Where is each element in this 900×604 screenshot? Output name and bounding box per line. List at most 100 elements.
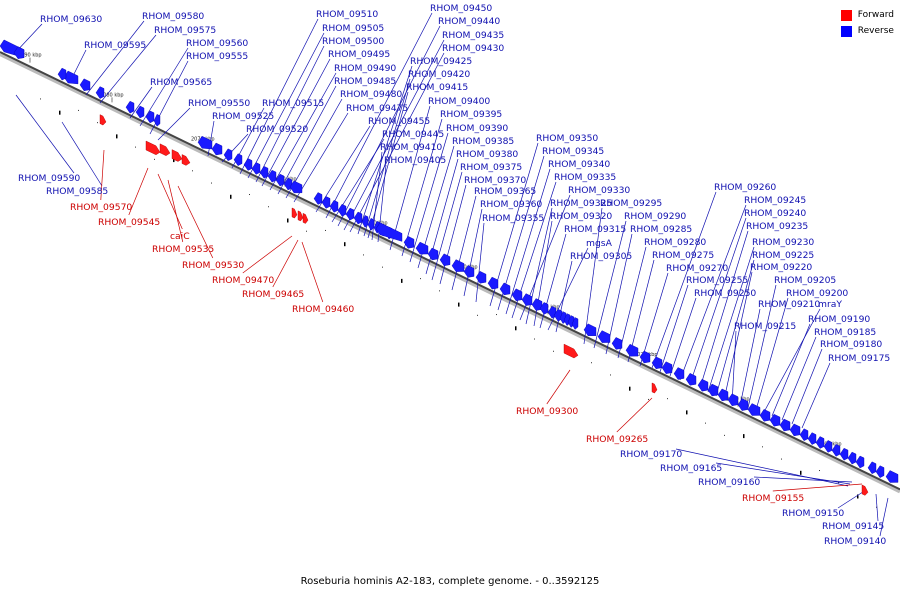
gene-label-rhom-09515: RHOM_09515 [262, 98, 324, 109]
leader-line [343, 39, 445, 231]
gene-arrow-rhom-09270 [651, 356, 663, 370]
feature-dash [629, 386, 631, 391]
gene-label-rhom-09505: RHOM_09505 [322, 23, 384, 34]
gene-label-rhom-09560: RHOM_09560 [186, 38, 248, 49]
leader-line [167, 179, 184, 243]
gene-arrow-rhom-09170 [839, 447, 849, 461]
leader-line [463, 208, 483, 297]
feature-dot [97, 122, 98, 124]
feature-dot [648, 398, 649, 400]
leader-line [293, 112, 349, 203]
feature-dot [40, 98, 41, 100]
gene-label-mgsa: mgsA [586, 238, 613, 249]
gene-label-rhom-09355: RHOM_09355 [482, 213, 544, 224]
gene-arrow-rhom-09150 [867, 461, 877, 475]
gene-label-rhom-09145: RHOM_09145 [822, 521, 884, 532]
gene-label-rhom-09290: RHOM_09290 [624, 211, 686, 222]
gene-label-rhom-09440: RHOM_09440 [438, 16, 500, 27]
gene-arrow-rhom-09460 [302, 212, 309, 224]
gene-arrow-rhom-09265 [651, 382, 658, 394]
gene-label-rhom-09255: RHOM_09255 [686, 275, 748, 286]
gene-arrow-rhom-09455 [313, 192, 323, 205]
leader-line [801, 362, 831, 429]
feature-dot [496, 314, 497, 316]
gene-label-rhom-09265: RHOM_09265 [586, 434, 648, 445]
leader-line [699, 230, 749, 389]
feature-dot [591, 362, 592, 364]
leader-line [875, 493, 879, 522]
leader-line [431, 171, 463, 281]
gene-label-rhom-09160: RHOM_09160 [698, 477, 760, 488]
feature-dot [724, 434, 725, 436]
feature-dot [876, 506, 877, 508]
gene-arrow-rhom-09525 [197, 135, 213, 150]
gene-arrow-rhom-09165 [847, 451, 857, 465]
feature-dash [287, 218, 289, 223]
gene-arrow-rhom-09580 [79, 78, 91, 92]
gene-arrow-rhom-09175 [831, 444, 841, 457]
legend-item-reverse: Reverse [840, 23, 894, 39]
leader-line [389, 105, 431, 251]
gene-label-rhom-09150: RHOM_09150 [782, 508, 844, 519]
gene-arrow-rhom-09140 [885, 470, 899, 483]
gene-arrow-rhom-09215 [759, 409, 771, 422]
gene-label-rhom-09220: RHOM_09220 [750, 262, 812, 273]
leader-line [505, 168, 551, 315]
feature-dot [420, 278, 421, 280]
feature-dot [382, 266, 383, 268]
gene-arrow-rhom-09575 [95, 86, 105, 99]
leader-line [129, 86, 153, 119]
gene-label-rhom-09370: RHOM_09370 [464, 175, 526, 186]
gene-label-caic: caiC [170, 231, 190, 242]
gene-arrow-rhom-09245 [697, 378, 709, 392]
gene-label-rhom-09500: RHOM_09500 [322, 36, 384, 47]
leader-line [157, 107, 191, 141]
reverse-swatch-icon [840, 25, 852, 37]
gene-label-rhom-09270: RHOM_09270 [666, 263, 728, 274]
gene-arrow-rhom-09425 [361, 215, 369, 228]
gene-label-mray: mraY [818, 299, 842, 310]
gene-label-rhom-09345: RHOM_09345 [542, 146, 604, 157]
leader-line [207, 120, 215, 157]
feature-dot [211, 182, 212, 184]
gene-label-rhom-09365: RHOM_09365 [474, 186, 536, 197]
gene-label-rhom-09180: RHOM_09180 [820, 339, 882, 350]
gene-label-rhom-09200: RHOM_09200 [786, 288, 848, 299]
gene-label-rhom-09460: RHOM_09460 [292, 304, 354, 315]
feature-dash [401, 278, 403, 283]
leader-line [261, 58, 331, 187]
gene-label-rhom-09465: RHOM_09465 [242, 289, 304, 300]
leader-line [61, 121, 103, 187]
axis-line [0, 51, 900, 491]
leader-line [409, 132, 449, 263]
gene-label-rhom-09580: RHOM_09580 [142, 11, 204, 22]
gene-label-rhom-09565: RHOM_09565 [150, 77, 212, 88]
feature-dot [534, 338, 535, 340]
gene-arrow-rhom-09510 [233, 153, 243, 166]
gene-arrow-rhom-09355 [499, 282, 511, 296]
feature-dot [477, 314, 478, 316]
feature-dot [705, 422, 706, 424]
gene-arrow-rhom-09535 [171, 149, 183, 162]
feature-dot [819, 470, 820, 472]
gene-arrow-rhom-09285 [611, 337, 623, 350]
gene-arrow-rhom-09560 [135, 105, 145, 119]
leader-line [157, 173, 183, 230]
gene-arrow-rhom-09345 [521, 293, 533, 306]
feature-dot [610, 374, 611, 376]
gene-arrow-rhom-09545 [145, 140, 161, 156]
gene-label-rhom-09175: RHOM_09175 [828, 353, 890, 364]
legend-label-forward: Forward [857, 10, 894, 20]
gene-labels: RHOM_09630 RHOM_09595 RHOM_09590 RHOM_09585… [18, 3, 890, 547]
leader-line [139, 47, 189, 127]
leader-line [639, 272, 669, 367]
leader-line [239, 18, 319, 175]
feature-dash [686, 410, 688, 415]
gene-label-rhom-09140: RHOM_09140 [824, 536, 886, 547]
axis-shadow [0, 52, 900, 494]
gene-label-rhom-09630: RHOM_09630 [40, 14, 102, 25]
gene-label-rhom-09330: RHOM_09330 [568, 185, 630, 196]
gene-label-rhom-09510: RHOM_09510 [316, 9, 378, 20]
tick-label: 2080 kbp [100, 92, 124, 98]
gene-label-rhom-09425: RHOM_09425 [410, 56, 472, 67]
